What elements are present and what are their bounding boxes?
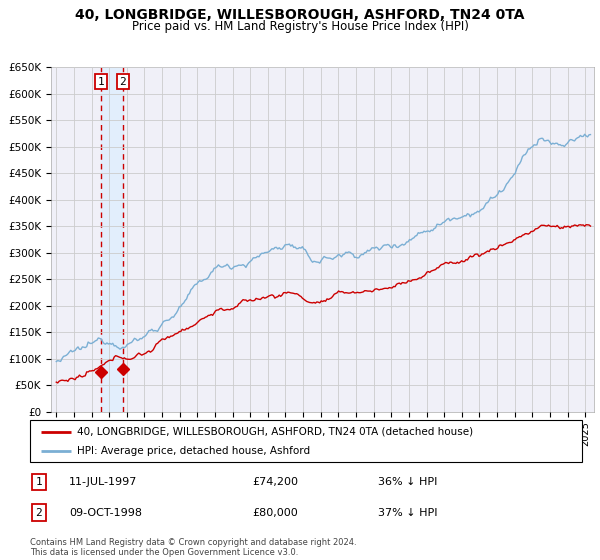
Text: £80,000: £80,000: [252, 508, 298, 517]
Text: 36% ↓ HPI: 36% ↓ HPI: [378, 477, 437, 487]
Text: 09-OCT-1998: 09-OCT-1998: [69, 508, 142, 517]
Bar: [101, 67, 123, 412]
Text: 2: 2: [35, 508, 43, 517]
Text: £74,200: £74,200: [252, 477, 298, 487]
FancyBboxPatch shape: [30, 420, 582, 462]
Text: Contains HM Land Registry data © Crown copyright and database right 2024.
This d: Contains HM Land Registry data © Crown c…: [30, 538, 356, 557]
Text: 40, LONGBRIDGE, WILLESBOROUGH, ASHFORD, TN24 0TA: 40, LONGBRIDGE, WILLESBOROUGH, ASHFORD, …: [75, 8, 525, 22]
Text: 1: 1: [35, 477, 43, 487]
Text: 1: 1: [98, 77, 104, 87]
Text: 11-JUL-1997: 11-JUL-1997: [69, 477, 137, 487]
Text: 37% ↓ HPI: 37% ↓ HPI: [378, 508, 437, 517]
Text: 40, LONGBRIDGE, WILLESBOROUGH, ASHFORD, TN24 0TA (detached house): 40, LONGBRIDGE, WILLESBOROUGH, ASHFORD, …: [77, 427, 473, 437]
Text: HPI: Average price, detached house, Ashford: HPI: Average price, detached house, Ashf…: [77, 446, 310, 456]
Text: 2: 2: [119, 77, 127, 87]
Text: Price paid vs. HM Land Registry's House Price Index (HPI): Price paid vs. HM Land Registry's House …: [131, 20, 469, 32]
